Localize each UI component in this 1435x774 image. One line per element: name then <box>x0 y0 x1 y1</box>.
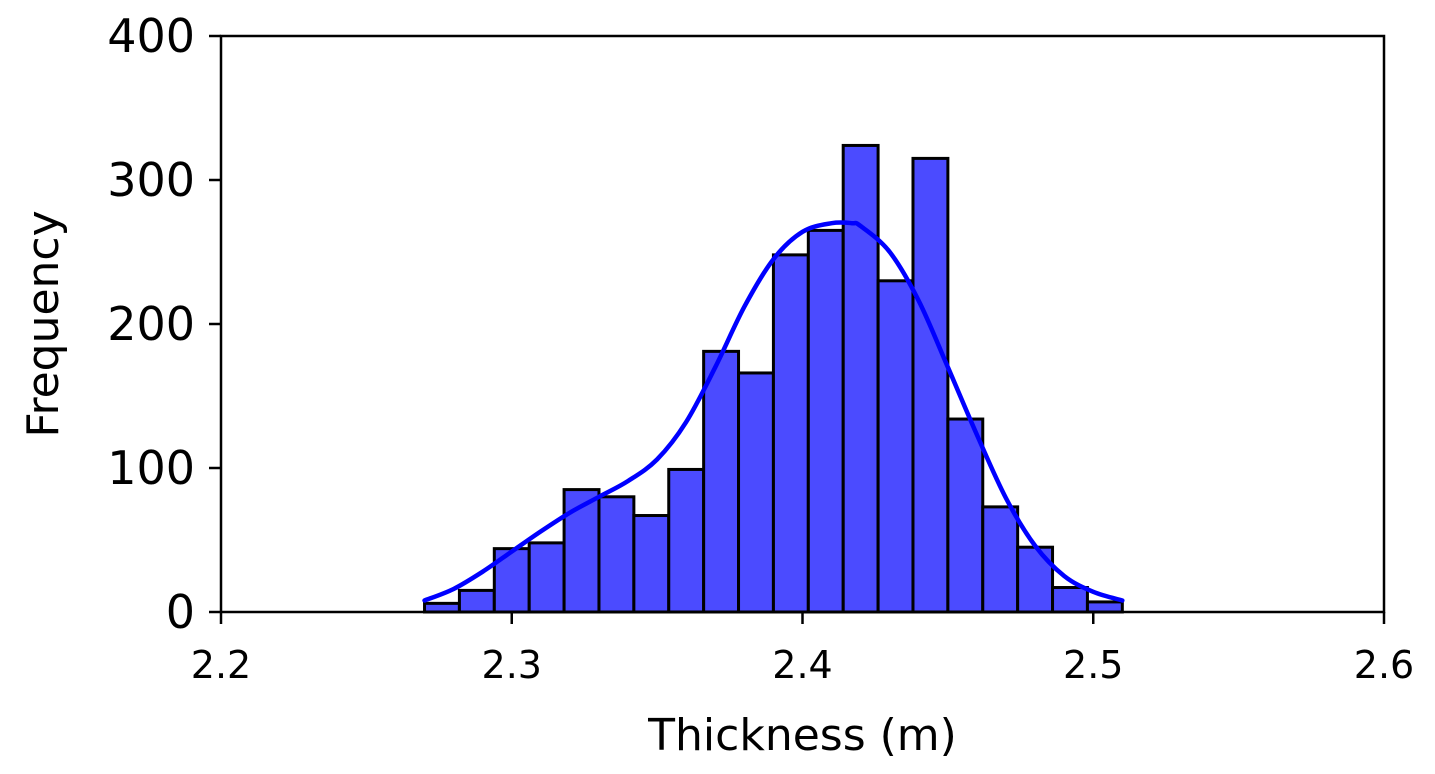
y-tick-label: 300 <box>107 153 195 207</box>
histogram-bar <box>806 228 845 614</box>
kde-curve <box>422 220 1125 603</box>
histogram-bar <box>702 349 741 614</box>
x-tick-label: 2.6 <box>1354 643 1414 687</box>
x-tick-label: 2.2 <box>191 643 251 687</box>
histogram-bar <box>876 279 915 614</box>
x-axis-title: Thickness (m) <box>647 710 957 761</box>
histogram-bar <box>841 143 880 614</box>
histogram-bars <box>423 143 1124 614</box>
histogram-bar <box>597 495 636 614</box>
y-tick-label: 0 <box>166 585 195 639</box>
histogram-bar <box>1085 600 1124 614</box>
y-axis-title: Frequency <box>18 210 69 437</box>
x-tick-label: 2.3 <box>482 643 542 687</box>
x-tick-label: 2.5 <box>1063 643 1123 687</box>
histogram-bar <box>771 253 810 614</box>
histogram-bar <box>946 417 985 614</box>
y-axis-ticks: 0 100 200 300 400 <box>107 9 221 639</box>
histogram-bar <box>911 156 950 614</box>
histogram-bar <box>667 467 706 614</box>
histogram-bar <box>1016 545 1055 614</box>
histogram-bar <box>981 505 1020 614</box>
x-tick-label: 2.4 <box>772 643 832 687</box>
histogram-bar <box>457 588 496 614</box>
x-axis-ticks: 2.2 2.3 2.4 2.5 2.6 <box>191 612 1414 687</box>
y-tick-label: 100 <box>107 441 195 495</box>
y-tick-label: 400 <box>107 9 195 63</box>
y-tick-label: 200 <box>107 297 195 351</box>
histogram-bar <box>737 371 775 614</box>
histogram-bar <box>632 514 671 614</box>
histogram-bar <box>423 601 461 614</box>
histogram-bar <box>527 541 566 614</box>
histogram-bar <box>1051 586 1089 614</box>
